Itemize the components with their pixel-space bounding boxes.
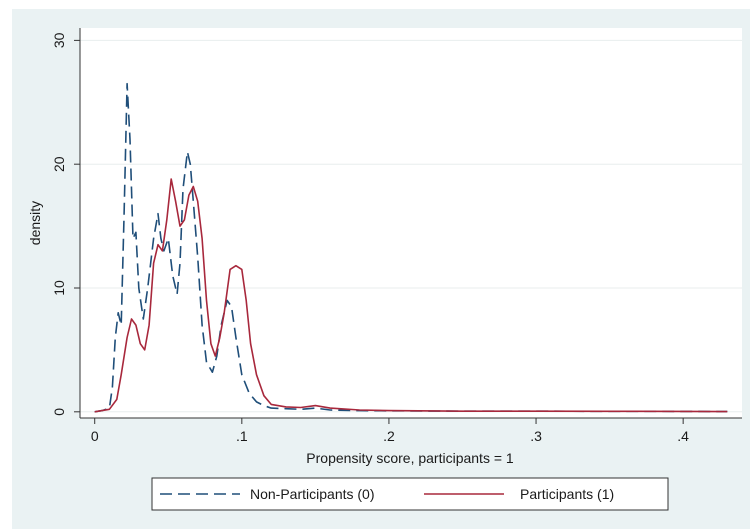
y-tick-label: 20 <box>51 156 67 172</box>
plot-area <box>80 28 742 418</box>
x-tick-label: .2 <box>383 428 395 444</box>
y-tick-label: 10 <box>51 280 67 296</box>
x-tick-label: 0 <box>91 428 99 444</box>
x-tick-label: .4 <box>677 428 689 444</box>
series-line-participants <box>94 178 728 413</box>
x-tick-label: .3 <box>530 428 542 444</box>
legend-label: Non-Participants (0) <box>250 486 375 502</box>
y-axis-title: density <box>27 201 43 245</box>
y-tick-label: 0 <box>51 408 67 416</box>
x-axis-title: Propensity score, participants = 1 <box>306 450 514 466</box>
x-tick-label: .1 <box>236 428 248 444</box>
series-line-non-participants <box>94 82 728 413</box>
legend-label: Participants (1) <box>520 486 614 502</box>
y-tick-label: 30 <box>51 32 67 48</box>
